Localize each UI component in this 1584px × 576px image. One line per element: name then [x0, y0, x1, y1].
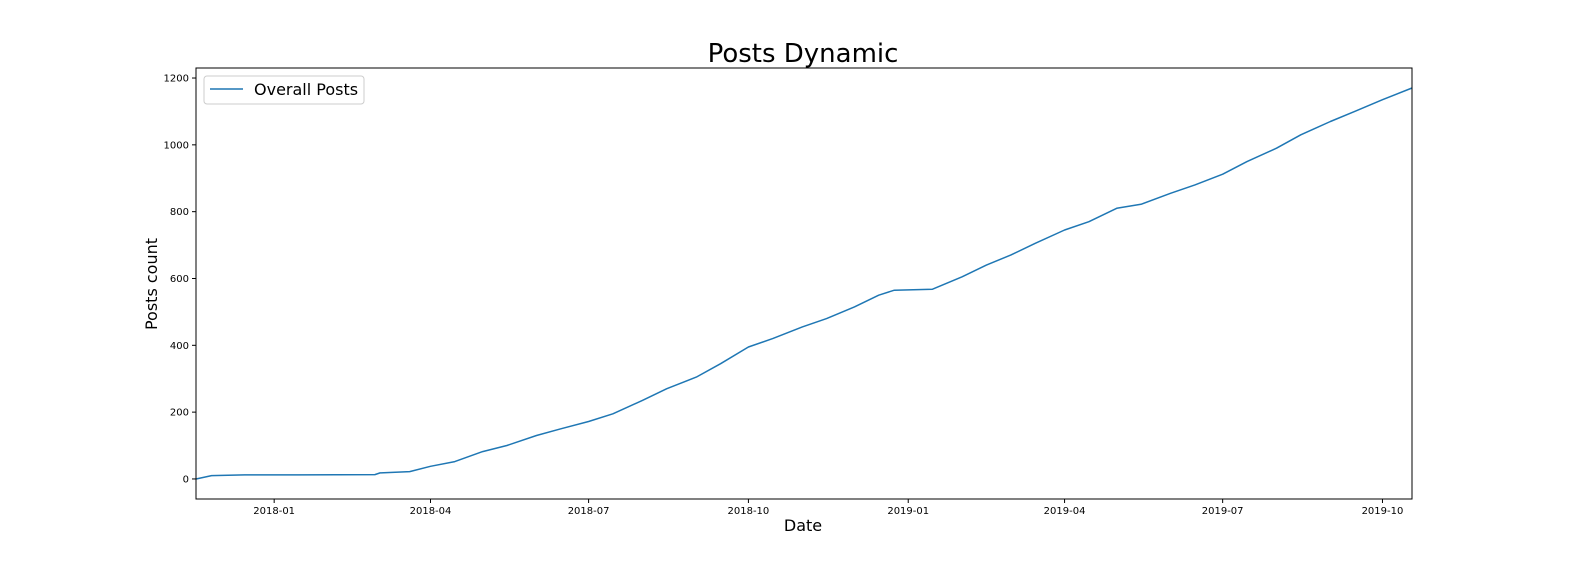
x-tick-label: 2019-04 [1044, 506, 1086, 517]
y-tick-label: 1000 [164, 140, 189, 151]
x-tick-label: 2019-07 [1202, 506, 1244, 517]
y-axis-label: Posts count [142, 238, 161, 330]
chart-title: Posts Dynamic [708, 39, 899, 69]
y-tick-label: 800 [170, 207, 189, 218]
x-tick-label: 2019-10 [1362, 506, 1404, 517]
series-line-overall-posts [195, 87, 1413, 480]
legend: Overall Posts [203, 75, 365, 105]
x-axis-label: Date [784, 516, 822, 535]
y-tick-label: 200 [170, 408, 189, 419]
y-axis: 0 200 400 600 800 1000 1200 [164, 74, 196, 485]
plot-area [195, 87, 1413, 480]
x-tick-label: 2018-01 [253, 506, 295, 517]
x-tick-label: 2018-10 [728, 506, 770, 517]
y-tick-label: 600 [170, 274, 189, 285]
legend-box [203, 75, 365, 105]
y-tick-label: 0 [183, 474, 189, 485]
legend-label: Overall Posts [254, 80, 358, 99]
x-tick-label: 2018-04 [410, 506, 452, 517]
y-tick-label: 1200 [164, 74, 189, 85]
plot-frame [195, 67, 1413, 500]
x-tick-label: 2019-01 [887, 506, 929, 517]
x-tick-label: 2018-07 [568, 506, 610, 517]
y-tick-label: 400 [170, 341, 189, 352]
x-axis: 2018-01 2018-04 2018-07 2018-10 2019-01 2019-… [253, 499, 1403, 517]
